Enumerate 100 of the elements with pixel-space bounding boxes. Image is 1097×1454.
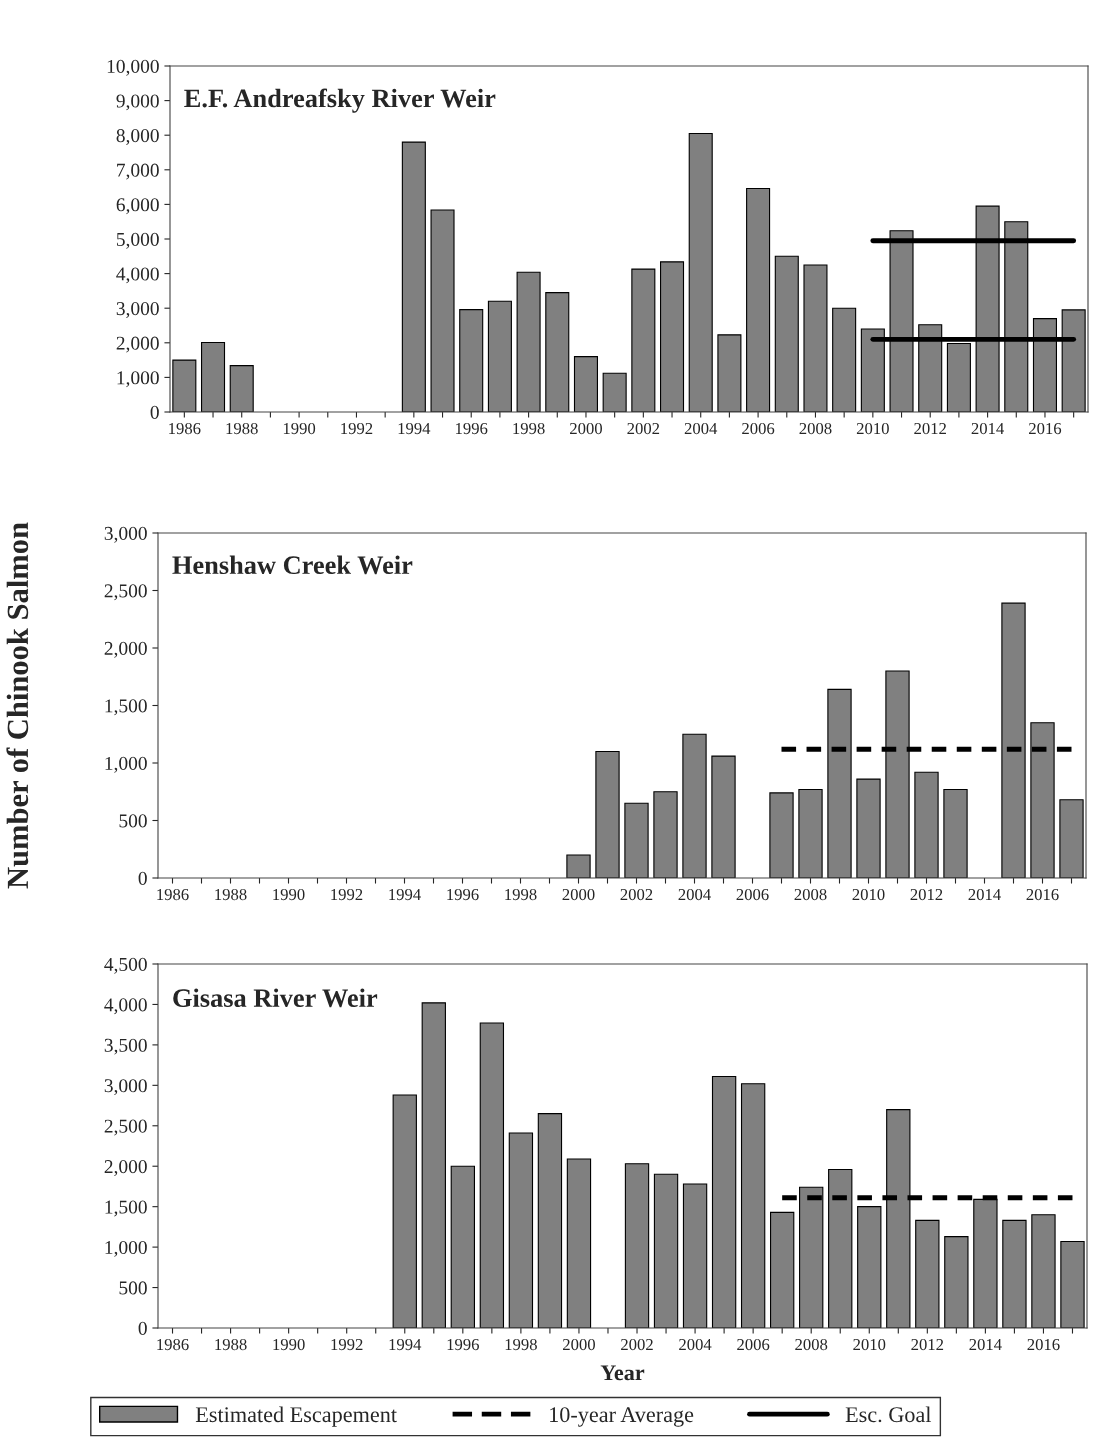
text: Henshaw Creek Weir [172, 555, 413, 575]
bar [631, 268, 656, 412]
y-tick-label: 2,000 [104, 1160, 147, 1176]
bar [595, 750, 620, 878]
bar [479, 1022, 505, 1328]
x-tick-label: 2002 [620, 888, 653, 901]
x-tick-label: 1988 [215, 888, 247, 901]
bar [857, 1206, 882, 1328]
bar [516, 271, 541, 412]
x-tick-label: 1998 [505, 1338, 537, 1351]
x-tick-label: 2014 [968, 888, 1001, 901]
bar [856, 778, 881, 878]
x-tick-label: 2004 [679, 1338, 712, 1351]
bar [711, 1075, 737, 1328]
legend-label: Estimated Escapement [195, 1406, 397, 1427]
bar [803, 264, 828, 412]
x-tick-label: 1998 [513, 422, 545, 435]
bar [450, 1165, 475, 1328]
bar [566, 854, 591, 878]
y-axis-title: Number of Chinook Salmon [6, 522, 29, 889]
bar [430, 209, 455, 412]
y-tick-label: 500 [119, 1281, 147, 1295]
y-tick-label: 8,000 [116, 129, 159, 145]
bar [660, 261, 685, 412]
bar [1059, 799, 1084, 878]
y-tick-label: 2,500 [104, 1119, 147, 1136]
x-tick-label: 1996 [447, 888, 479, 901]
bar [172, 359, 197, 412]
x-tick-label: 2006 [742, 422, 775, 435]
bar [914, 771, 939, 878]
x-tick-label: 2006 [736, 888, 769, 901]
x-tick-label: 2012 [910, 888, 943, 901]
x-tick-label: 2002 [627, 422, 660, 435]
bar [688, 132, 713, 412]
y-tick-label: 6,000 [116, 198, 159, 215]
bar [401, 141, 426, 412]
x-tick-label: 1996 [456, 422, 488, 435]
y-tick-label: 4,500 [104, 957, 147, 974]
bar [1031, 1214, 1056, 1328]
bar [711, 755, 736, 878]
y-tick-label: 9,000 [116, 94, 159, 111]
bar [508, 1132, 534, 1328]
bar [682, 733, 707, 878]
text: Gisasa River Weir [173, 988, 378, 1008]
x-tick-label: 2016 [1027, 1338, 1060, 1351]
bar [229, 365, 254, 412]
y-tick-label: 2,000 [116, 336, 159, 353]
x-tick-label: 1996 [447, 1338, 479, 1351]
bar [459, 309, 484, 412]
bar [832, 307, 857, 412]
x-tick-label: 1998 [505, 888, 537, 901]
y-tick-label: 0 [150, 405, 159, 419]
y-tick-label: 3,000 [104, 1079, 147, 1096]
text: E.F. Andreafsky River Weir [184, 88, 496, 113]
x-tick-label: 1992 [341, 422, 373, 435]
x-tick-label: 1990 [273, 1338, 305, 1351]
bar [915, 1219, 940, 1328]
x-tick-label: 2008 [794, 888, 827, 901]
bar [746, 187, 771, 412]
x-tick-label: 2000 [563, 1338, 595, 1351]
x-tick-label: 1986 [169, 422, 201, 435]
x-tick-label: 2000 [562, 888, 595, 901]
x-tick-label: 2010 [853, 1338, 886, 1351]
bar [602, 372, 627, 412]
x-tick-label: 1990 [273, 888, 305, 901]
x-tick-label: 1986 [157, 1338, 189, 1351]
x-tick-label: 2000 [570, 422, 602, 435]
y-tick-label: 2,000 [104, 641, 147, 658]
y-tick-label: 500 [119, 814, 147, 828]
bar [487, 300, 512, 412]
bar [1002, 1219, 1027, 1328]
y-tick-label: 3,000 [104, 526, 147, 543]
x-axis-title: Year [600, 1365, 645, 1381]
bar [944, 1236, 969, 1328]
bar [653, 1173, 679, 1328]
bar [770, 1211, 795, 1328]
bar [624, 802, 649, 878]
x-tick-label: 1988 [215, 1338, 247, 1351]
y-tick-label: 4,000 [104, 998, 147, 1015]
x-tick-label: 1990 [283, 422, 316, 435]
bar [1060, 1240, 1085, 1328]
bar [537, 1113, 563, 1328]
x-tick-label: 2004 [684, 422, 718, 435]
x-tick-label: 2008 [795, 1338, 828, 1351]
bar [717, 334, 742, 412]
y-tick-label: 7,000 [117, 163, 159, 180]
y-tick-label: 10,000 [107, 59, 159, 76]
y-tick-label: 1,000 [117, 371, 159, 388]
bar [943, 788, 968, 878]
x-tick-label: 2008 [799, 422, 832, 435]
y-tick-label: 2,500 [104, 584, 147, 601]
bar [545, 292, 570, 412]
x-tick-label: 1994 [389, 888, 421, 901]
y-tick-label: 0 [138, 871, 147, 885]
bar [653, 791, 678, 878]
y-tick-label: 1,000 [105, 756, 147, 773]
y-tick-label: 4,000 [116, 267, 159, 284]
y-tick-label: 0 [138, 1321, 147, 1335]
bar [774, 255, 799, 412]
bar [392, 1094, 417, 1328]
